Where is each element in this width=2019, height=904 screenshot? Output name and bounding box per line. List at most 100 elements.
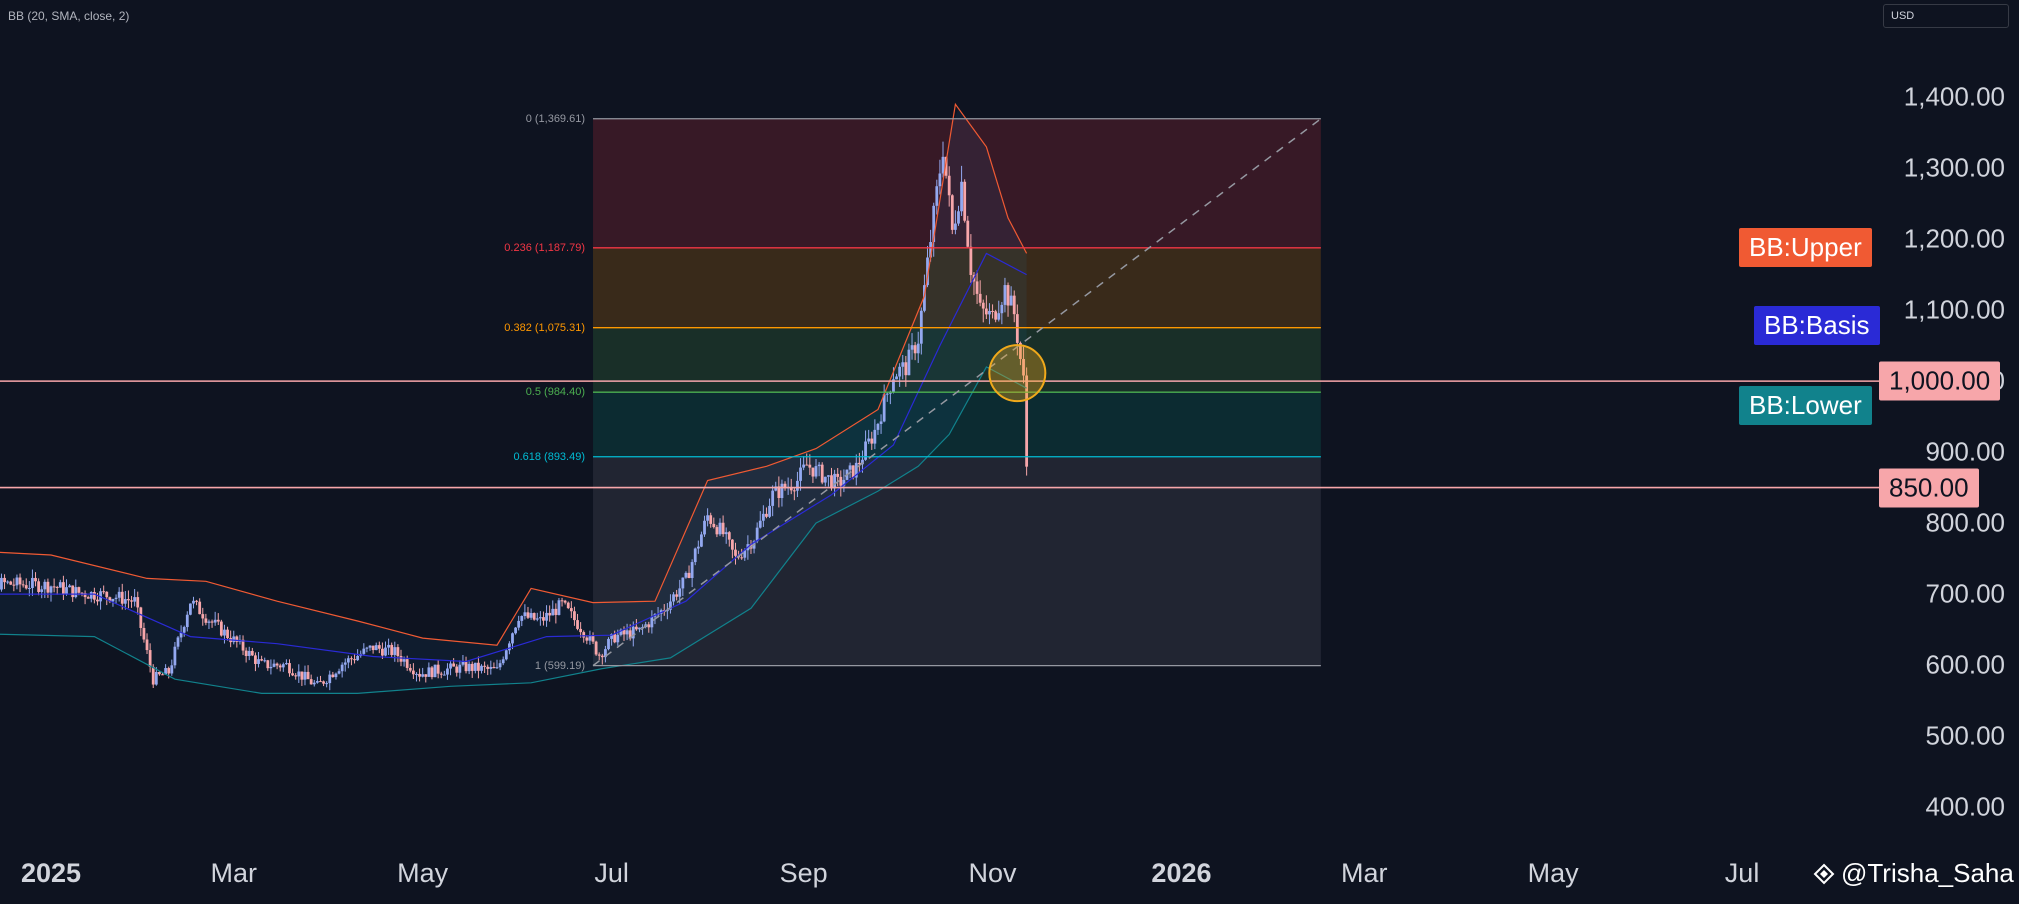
candle-body xyxy=(136,597,140,608)
y-tick-label: 700.00 xyxy=(1925,578,2005,609)
indicator-legend[interactable]: BB (20, SMA, close, 2) xyxy=(8,9,130,23)
candle-body xyxy=(399,656,403,662)
candle-body xyxy=(774,486,778,491)
price-tag-0[interactable]: 1,000.00 xyxy=(1879,361,2001,401)
candle-body xyxy=(839,476,843,486)
bb-fill xyxy=(0,108,1027,694)
candle-body xyxy=(842,479,846,486)
candle-body xyxy=(768,505,771,517)
candle-body xyxy=(74,587,78,598)
candle-body xyxy=(520,616,524,621)
candle-body xyxy=(833,473,836,489)
candle-body xyxy=(350,658,353,660)
candle-body xyxy=(554,608,558,615)
candle-body xyxy=(284,663,288,665)
candle-body xyxy=(876,423,880,430)
candle-body xyxy=(501,659,505,664)
candle-body xyxy=(377,645,381,649)
candle-body xyxy=(27,588,31,590)
candle-body xyxy=(560,600,564,602)
watermark-text: @Trisha_Saha xyxy=(1841,858,2014,888)
candle-body xyxy=(148,650,152,667)
candle-body xyxy=(170,665,174,674)
candle-body xyxy=(566,602,570,609)
candle-body xyxy=(854,462,858,478)
candle-body xyxy=(62,582,65,594)
candle-body xyxy=(600,655,604,658)
candle-body xyxy=(24,585,28,589)
candle-body xyxy=(58,582,62,588)
candle-body xyxy=(507,643,511,651)
candle-body xyxy=(309,679,313,685)
candle-body xyxy=(613,634,617,643)
candle-body xyxy=(777,486,781,499)
candle-body xyxy=(669,601,672,610)
candle-body xyxy=(727,532,731,540)
y-tick-label: 1,100.00 xyxy=(1903,294,2005,325)
candle-body xyxy=(857,462,861,465)
price-tag-1[interactable]: 850.00 xyxy=(1879,468,1979,508)
candle-body xyxy=(755,527,759,542)
x-tick-label: May xyxy=(1527,858,1579,888)
candle-body xyxy=(3,577,6,583)
fib-trend-line xyxy=(592,118,1322,667)
candle-body xyxy=(365,647,369,649)
candle-body xyxy=(188,603,192,615)
candle-body xyxy=(210,621,214,623)
candle-body xyxy=(415,673,418,675)
candle-body xyxy=(235,636,239,642)
candle-body xyxy=(0,577,3,590)
candle-body xyxy=(105,591,109,598)
bb-line-basis xyxy=(0,252,1027,663)
candle-body xyxy=(192,600,195,604)
candle-body xyxy=(319,681,322,683)
candle-body xyxy=(703,520,706,535)
candle-body xyxy=(381,648,384,656)
candle-body xyxy=(52,586,56,588)
candle-body xyxy=(49,586,53,593)
bb-upper-tag: BB:Upper xyxy=(1739,228,1872,267)
candle-body xyxy=(331,674,335,678)
author-watermark: @Trisha_Saha xyxy=(1813,858,2014,889)
x-tick-label: Sep xyxy=(779,858,828,888)
candle-body xyxy=(96,599,99,602)
candle-body xyxy=(89,592,93,599)
candle-body xyxy=(771,490,775,506)
candle-body xyxy=(405,659,409,668)
candle-body xyxy=(783,483,787,489)
candle-body xyxy=(21,584,25,586)
candle-body xyxy=(950,195,954,230)
candle-body xyxy=(984,308,988,315)
candle-body xyxy=(139,607,143,628)
candle-body xyxy=(387,644,391,648)
candle-body xyxy=(455,666,459,673)
candle-body xyxy=(80,592,84,594)
candle-body xyxy=(517,620,521,628)
y-tick-label: 600.00 xyxy=(1925,649,2005,680)
candle-body xyxy=(325,683,329,685)
candle-body xyxy=(820,464,824,483)
candle-body xyxy=(6,581,10,583)
currency-selector[interactable]: USD xyxy=(1883,4,2009,28)
candle-body xyxy=(960,181,963,212)
tradingview-logo-icon xyxy=(1813,863,1835,884)
candle-body xyxy=(991,310,994,312)
candle-body xyxy=(111,598,115,602)
candle-body xyxy=(712,523,716,528)
candle-body xyxy=(260,659,264,661)
candle-body xyxy=(452,663,456,667)
candle-body xyxy=(879,421,883,424)
candle-body xyxy=(569,608,573,612)
candle-body xyxy=(650,616,654,628)
candle-body xyxy=(393,647,397,655)
candle-body xyxy=(873,429,877,444)
candle-body xyxy=(706,515,710,521)
candle-body xyxy=(604,649,607,658)
candle-body xyxy=(334,673,338,678)
x-tick-label: Mar xyxy=(1340,858,1388,888)
candle-body xyxy=(588,635,592,641)
candle-body xyxy=(226,629,229,639)
candle-body xyxy=(944,156,948,176)
candle-body xyxy=(185,614,189,628)
